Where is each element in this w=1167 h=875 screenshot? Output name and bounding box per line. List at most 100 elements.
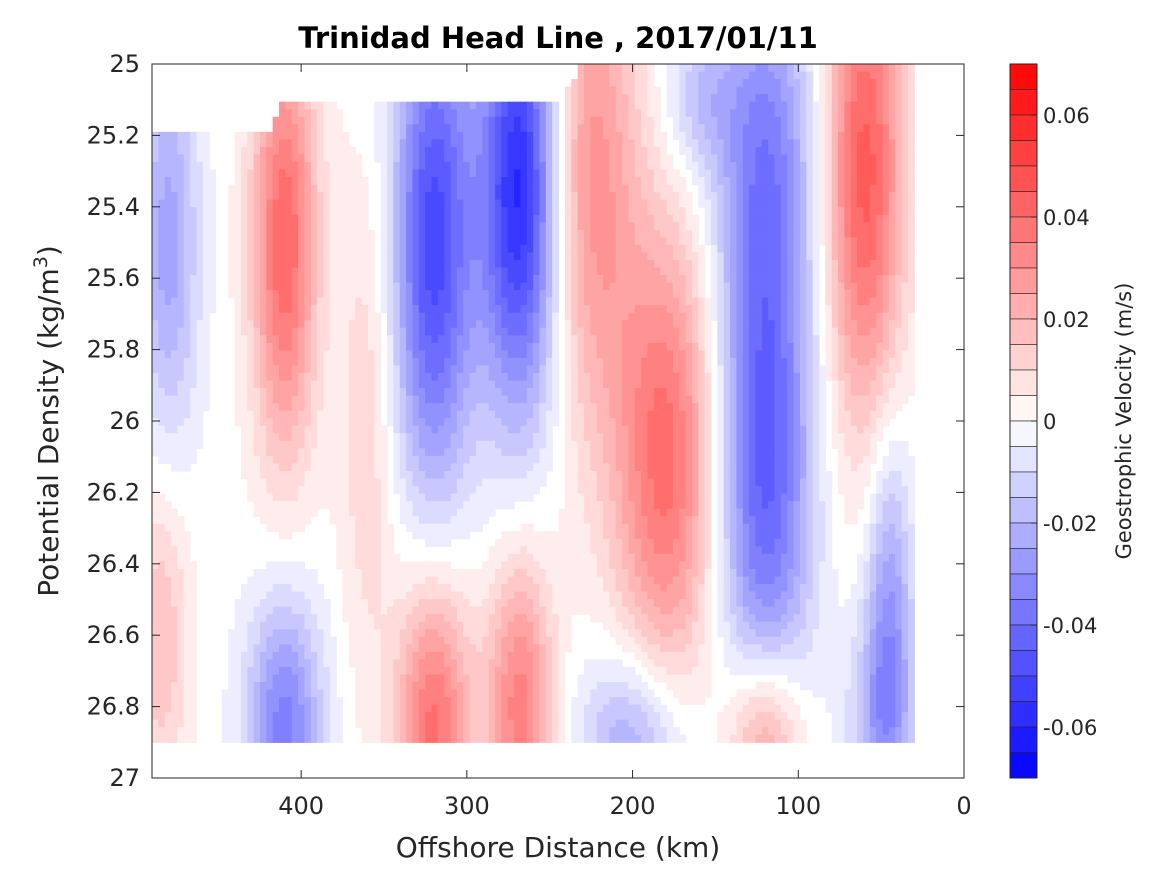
velocity-cell	[603, 282, 610, 291]
velocity-cell	[329, 184, 337, 193]
velocity-cell	[361, 365, 369, 374]
velocity-cell	[888, 305, 896, 314]
velocity-cell	[259, 177, 267, 186]
velocity-cell	[660, 335, 668, 344]
velocity-cell	[844, 290, 852, 299]
velocity-cell	[863, 357, 871, 367]
velocity-cell	[501, 327, 509, 336]
velocity-cell	[571, 86, 579, 95]
velocity-cell	[285, 282, 293, 291]
velocity-cell	[901, 244, 909, 254]
velocity-cell	[507, 124, 515, 133]
velocity-cell	[679, 290, 687, 299]
velocity-cell	[647, 380, 655, 389]
velocity-cell	[596, 146, 604, 156]
velocity-cell	[323, 169, 331, 178]
velocity-cell	[596, 131, 604, 140]
velocity-cell	[666, 177, 674, 186]
velocity-cell	[901, 350, 909, 359]
velocity-cell	[628, 86, 636, 95]
velocity-cell	[672, 177, 680, 186]
velocity-cell	[152, 335, 159, 344]
velocity-cell	[545, 282, 553, 291]
velocity-cell	[279, 410, 286, 419]
velocity-cell	[590, 380, 598, 389]
velocity-cell	[819, 365, 826, 374]
velocity-cell	[564, 94, 572, 103]
velocity-cell	[310, 327, 318, 336]
velocity-cell	[634, 139, 642, 148]
velocity-cell	[691, 380, 699, 389]
velocity-cell	[196, 169, 204, 178]
velocity-cell	[691, 146, 699, 156]
velocity-cell	[431, 244, 439, 254]
velocity-cell	[603, 342, 610, 351]
velocity-cell	[196, 327, 204, 336]
velocity-cell	[304, 109, 312, 118]
velocity-cell	[876, 252, 884, 261]
velocity-cell	[240, 335, 248, 344]
velocity-cell	[463, 229, 471, 238]
velocity-cell	[406, 169, 414, 178]
velocity-cell	[749, 290, 757, 299]
velocity-cell	[806, 192, 814, 201]
velocity-cell	[850, 380, 858, 389]
velocity-cell	[755, 139, 763, 148]
velocity-cell	[895, 161, 903, 171]
velocity-cell	[596, 290, 604, 299]
velocity-cell	[742, 297, 750, 306]
velocity-cell	[787, 320, 795, 329]
velocity-cell	[526, 380, 534, 389]
velocity-cell	[399, 154, 407, 163]
velocity-cell	[742, 161, 750, 171]
velocity-cell	[469, 184, 477, 193]
velocity-cell	[304, 124, 312, 133]
velocity-cell	[336, 214, 344, 223]
velocity-cell	[660, 365, 668, 374]
velocity-cell	[888, 71, 896, 80]
velocity-cell	[799, 275, 807, 284]
velocity-cell	[704, 177, 712, 186]
velocity-cell	[158, 146, 166, 156]
velocity-cell	[768, 177, 776, 186]
velocity-cell	[736, 214, 744, 223]
velocity-cell	[495, 403, 502, 412]
velocity-cell	[787, 146, 795, 156]
velocity-cell	[152, 282, 159, 291]
velocity-cell	[876, 365, 884, 374]
velocity-cell	[279, 154, 286, 163]
velocity-cell	[361, 244, 369, 254]
velocity-cell	[768, 124, 776, 133]
velocity-cell	[240, 410, 248, 419]
velocity-cell	[272, 305, 280, 314]
velocity-cell	[838, 101, 846, 110]
velocity-cell	[418, 109, 426, 118]
velocity-cell	[634, 184, 642, 193]
velocity-cell	[634, 86, 642, 95]
velocity-cell	[844, 237, 852, 246]
velocity-cell	[355, 373, 363, 382]
velocity-cell	[406, 305, 414, 314]
velocity-cell	[323, 297, 331, 306]
velocity-cell	[812, 365, 820, 374]
velocity-cell	[240, 192, 248, 201]
velocity-cell	[234, 259, 242, 269]
velocity-cell	[749, 380, 757, 389]
velocity-cell	[412, 259, 420, 269]
velocity-cell	[317, 297, 325, 306]
velocity-cell	[520, 312, 528, 321]
velocity-cell	[704, 207, 712, 216]
velocity-cell	[698, 177, 706, 186]
velocity-cell	[418, 184, 426, 193]
velocity-cell	[469, 199, 477, 208]
velocity-cell	[844, 244, 852, 254]
velocity-cell	[463, 312, 471, 321]
velocity-cell	[590, 373, 598, 382]
velocity-cell	[774, 365, 782, 374]
velocity-cell	[755, 207, 763, 216]
velocity-cell	[317, 252, 325, 261]
velocity-cell	[596, 79, 604, 88]
velocity-cell	[310, 357, 318, 367]
velocity-cell	[685, 124, 693, 133]
velocity-cell	[482, 418, 490, 427]
